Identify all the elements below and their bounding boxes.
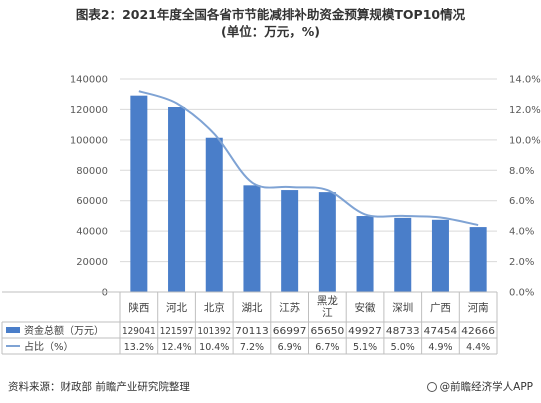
bar-value-label: 49927: [348, 326, 382, 337]
category-label: 陕西: [128, 301, 149, 314]
right-tick-label: 6.0%: [509, 196, 534, 207]
left-tick-label: 100000: [70, 135, 108, 146]
bar-value-label: 47454: [424, 326, 458, 337]
line-series: [138, 90, 479, 227]
right-tick-label: 10.0%: [509, 135, 541, 146]
category-label: 安徽: [355, 301, 376, 314]
bar-value-label: 65650: [311, 326, 345, 337]
bar-series: [130, 95, 487, 293]
category-label: 江: [322, 307, 333, 319]
bar: [469, 227, 487, 292]
line-value-label: 12.4%: [161, 342, 191, 353]
right-y-axis: 0.0% 2.0% 4.0% 6.0% 8.0% 10.0% 12.0% 14.0%: [509, 75, 541, 299]
legend-bar-swatch: [6, 327, 20, 333]
line-value-label: 10.4%: [199, 342, 229, 353]
data-table: 陕西 129041 13.2% 河北 121597 12.4% 北京 101392 10.4% 湖…: [1, 291, 498, 355]
category-label: 黑龙: [317, 294, 338, 307]
bar-value-label: 101392: [197, 326, 231, 337]
category-label: 湖北: [241, 302, 262, 314]
bar: [281, 190, 299, 292]
bar: [205, 137, 223, 292]
bar-value-label: 121597: [160, 326, 194, 337]
right-tick-label: 12.0%: [509, 105, 541, 116]
bar: [394, 217, 412, 292]
category-label: 河南: [468, 301, 489, 314]
left-tick-label: 0: [102, 288, 108, 299]
bar: [130, 95, 148, 292]
line-value-label: 4.4%: [466, 342, 490, 353]
bar-value-label: 48733: [386, 326, 420, 337]
chart-title-line1: 图表2：2021年度全国各省市节能减排补助资金预算规模TOP10情况: [75, 7, 466, 22]
bar: [318, 192, 336, 292]
right-tick-label: 2.0%: [509, 257, 534, 268]
line-value-label: 4.9%: [428, 342, 452, 353]
line-value-label: 7.2%: [240, 342, 264, 353]
left-tick-label: 140000: [70, 75, 108, 86]
left-tick-label: 80000: [76, 166, 108, 177]
left-tick-label: 120000: [70, 105, 108, 116]
right-tick-label: 0.0%: [509, 288, 534, 299]
brand-watermark: @前瞻经济学人APP: [426, 379, 533, 394]
chart-title-line2: (单位：万元，%): [221, 24, 320, 39]
left-tick-label: 60000: [76, 196, 108, 207]
bar-value-label: 42666: [461, 326, 495, 337]
category-label: 广西: [430, 302, 451, 314]
category-label: 深圳: [392, 302, 413, 314]
legend-line-label: 占比（%）: [24, 340, 74, 353]
line-value-label: 5.1%: [353, 342, 377, 353]
bar: [243, 185, 261, 292]
share-line: [138, 90, 479, 227]
line-value-label: 6.9%: [278, 342, 302, 353]
line-value-label: 13.2%: [124, 342, 154, 353]
right-tick-label: 4.0%: [509, 227, 534, 238]
right-tick-label: 8.0%: [509, 166, 534, 177]
left-tick-label: 20000: [76, 257, 108, 268]
line-value-label: 6.7%: [315, 342, 339, 353]
line-value-label: 5.0%: [391, 342, 415, 353]
left-y-axis: 0 20000 40000 60000 80000 100000 120000 140000: [70, 75, 108, 299]
source-note: 资料来源：财政部 前瞻产业研究院整理: [8, 381, 190, 393]
bar: [356, 216, 374, 292]
bar-value-label: 66997: [273, 326, 307, 337]
bar: [168, 106, 186, 293]
category-label: 江苏: [279, 301, 300, 314]
category-label: 河北: [166, 302, 187, 314]
bar-value-label: 129041: [122, 326, 156, 337]
bar: [431, 219, 449, 292]
chart-title: 图表2：2021年度全国各省市节能减排补助资金预算规模TOP10情况 (单位：万…: [0, 6, 541, 40]
left-tick-label: 40000: [76, 227, 108, 238]
brand-text: @前瞻经济学人APP: [439, 381, 533, 393]
category-label: 北京: [204, 301, 225, 314]
bar-value-label: 70113: [235, 326, 269, 337]
brand-logo-icon: [426, 382, 437, 392]
right-tick-label: 14.0%: [509, 75, 541, 86]
legend-bar-label: 资金总额（万元）: [24, 324, 104, 337]
